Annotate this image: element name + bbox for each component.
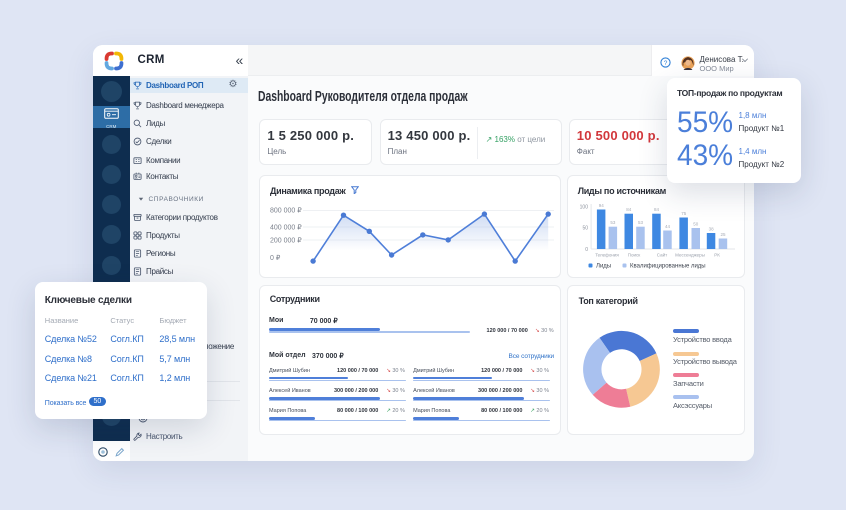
svg-text:РК: РК	[714, 253, 720, 258]
svg-text:50: 50	[582, 226, 588, 232]
svg-text:84: 84	[654, 207, 660, 212]
svg-text:400 000 ₽: 400 000 ₽	[270, 224, 302, 232]
svg-text:84: 84	[626, 207, 632, 212]
svg-text:Телефония: Телефония	[595, 253, 619, 258]
svg-text:53: 53	[638, 220, 644, 225]
svg-text:Квалифицированные лиды: Квалифицированные лиды	[630, 264, 706, 270]
svg-text:44: 44	[665, 224, 671, 229]
svg-text:0 ₽: 0 ₽	[270, 254, 281, 262]
svg-text:100: 100	[580, 205, 589, 211]
svg-text:800 000 ₽: 800 000 ₽	[270, 207, 302, 215]
svg-text:Мессенджеры: Мессенджеры	[675, 253, 705, 258]
svg-text:94: 94	[599, 203, 605, 208]
svg-text:?: ?	[664, 60, 668, 67]
svg-text:Сайт: Сайт	[657, 252, 667, 258]
svg-text:200 000 ₽: 200 000 ₽	[270, 237, 302, 245]
svg-text:53: 53	[610, 220, 616, 225]
svg-text:75: 75	[681, 211, 687, 216]
svg-text:Поиск: Поиск	[628, 253, 641, 258]
svg-text:50: 50	[693, 222, 699, 227]
svg-text:25: 25	[720, 232, 726, 237]
svg-text:38: 38	[709, 227, 715, 232]
svg-text:Лиды: Лиды	[596, 264, 611, 270]
svg-text:0: 0	[585, 247, 588, 253]
